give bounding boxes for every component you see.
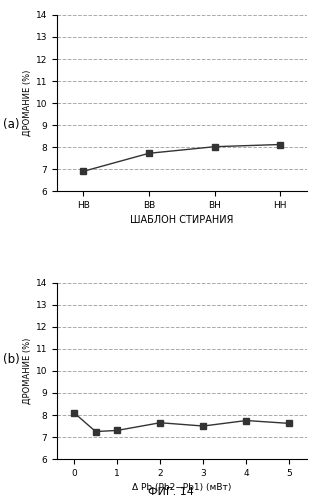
Text: ФИГ. 14: ФИГ. 14 bbox=[148, 487, 194, 497]
Y-axis label: ДРОМАНИЕ (%): ДРОМАНИЕ (%) bbox=[22, 70, 32, 136]
Text: (а): (а) bbox=[3, 118, 20, 131]
Y-axis label: ДРОМАНИЕ (%): ДРОМАНИЕ (%) bbox=[22, 338, 32, 404]
X-axis label: Δ Pb (Pb2−Pb1) (мВт): Δ Pb (Pb2−Pb1) (мВт) bbox=[132, 484, 231, 493]
X-axis label: ШАБЛОН СТИРАНИЯ: ШАБЛОН СТИРАНИЯ bbox=[130, 216, 234, 226]
Text: (b): (b) bbox=[3, 353, 20, 366]
